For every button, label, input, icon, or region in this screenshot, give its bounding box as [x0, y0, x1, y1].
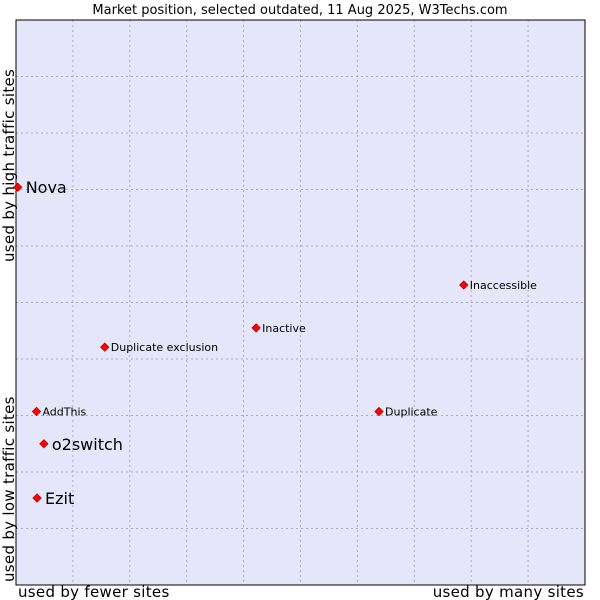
- marker-duplicate-exclusion: [100, 342, 110, 352]
- label-inaccessible: Inaccessible: [470, 279, 537, 292]
- marker-ezit: [32, 493, 42, 503]
- marker-o2switch: [39, 439, 49, 449]
- label-ezit: Ezit: [45, 489, 74, 508]
- marker-duplicate: [374, 406, 384, 417]
- marker-inactive: [251, 323, 261, 333]
- marker-nova: [13, 182, 23, 192]
- y-axis-low-label: used by low traffic sites: [0, 396, 18, 582]
- chart-title: Market position, selected outdated, 11 A…: [92, 3, 507, 18]
- label-nova: Nova: [26, 178, 67, 197]
- marker-inaccessible: [459, 280, 469, 290]
- plot-border: [15, 19, 586, 586]
- marker-addthis: [31, 406, 42, 417]
- label-duplicate-exclusion: Duplicate exclusion: [111, 341, 218, 354]
- y-axis-high-label: used by high traffic sites: [0, 69, 18, 262]
- x-axis-low-label: used by fewer sites: [18, 583, 170, 600]
- x-axis-high-label: used by many sites: [433, 583, 584, 600]
- grid-lines: [16, 20, 585, 585]
- data-points: Nova Inaccessible Inactive Duplicate exclus…: [13, 178, 537, 508]
- label-o2switch: o2switch: [52, 435, 123, 454]
- label-inactive: Inactive: [262, 322, 306, 335]
- label-addthis: AddThis: [42, 406, 86, 419]
- label-duplicate: Duplicate: [385, 406, 438, 419]
